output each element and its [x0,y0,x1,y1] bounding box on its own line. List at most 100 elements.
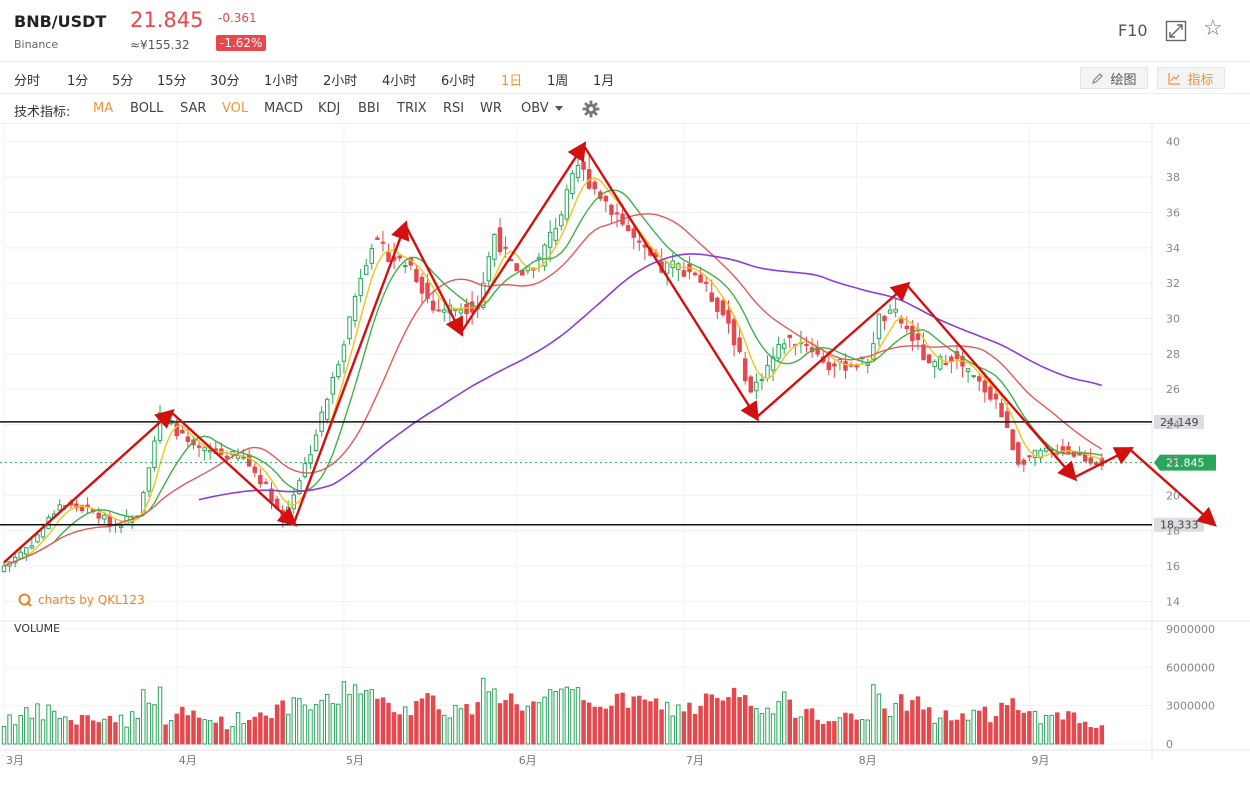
period-item[interactable]: 1分 [67,74,89,89]
candle-body [364,265,369,275]
period-item[interactable]: 1周 [547,74,569,89]
candle-body [575,164,581,178]
candle-body [235,455,241,459]
period-item[interactable]: 2小时 [323,74,358,89]
volume-bar [442,714,447,745]
candle-body [910,325,915,342]
volume-bar [832,721,837,745]
candle-body [988,386,993,400]
period-item[interactable]: 1月 [593,74,615,89]
candle-body [748,376,753,393]
volume-bar [859,719,865,745]
period-item[interactable]: 6小时 [441,74,476,89]
price-tick-label: 24 [1166,419,1180,432]
draw-button[interactable]: 绘图 [1080,67,1148,89]
volume-bar [391,712,397,745]
period-item[interactable]: 30分 [210,74,240,89]
volume-bar [51,710,57,745]
indicator-bbi[interactable]: BBI [358,101,380,116]
volume-bar [893,702,898,745]
volume-bar [157,686,163,745]
indicator-ma[interactable]: MA [93,101,114,116]
period-item[interactable]: 分时 [14,74,41,89]
candle-body [1004,411,1010,428]
volume-bar [469,714,475,745]
candle-body [380,241,386,244]
candle-body [358,277,363,296]
indicator-boll[interactable]: BOLL [130,101,164,116]
volume-bar [692,713,698,745]
exchange: Binance [14,38,59,51]
volume-bar [230,726,235,745]
indicator-sar[interactable]: SAR [180,101,207,116]
volume-bar [68,720,74,745]
period-item-active[interactable]: 1日 [501,74,523,89]
indicator-obv-dropdown[interactable]: OBV [521,101,563,116]
candle-body [915,333,921,341]
candle-body [419,276,425,294]
indicator-macd[interactable]: MACD [264,101,303,116]
volume-bar [369,689,375,745]
candle-body [982,380,988,393]
star-icon[interactable]: ☆ [1203,16,1223,41]
volume-bar [949,720,954,745]
level-tag-bg [1154,517,1204,532]
f10-button[interactable]: F10 [1118,21,1148,40]
candle-body [436,309,441,312]
candle-body [341,344,347,362]
volume-bar [180,706,185,745]
candle-body [832,363,837,367]
ma5-line [3,177,1103,567]
ma10-line [3,189,1102,567]
volume-bar [1055,712,1060,745]
volume-bar [274,704,280,745]
volume-bar [737,697,742,745]
volume-bar [297,698,302,745]
volume-bar [347,693,352,745]
period-item[interactable]: 4小时 [382,74,417,89]
trend-arrow [1128,448,1217,527]
volume-bar [168,720,174,745]
indicator-button[interactable]: 指标 [1157,67,1225,89]
indicator-vol[interactable]: VOL [222,101,249,116]
candle-body [787,334,792,339]
volume-tick-label: 3000000 [1166,700,1215,713]
period-item[interactable]: 15分 [157,74,187,89]
indicator-label: 指标 [1187,72,1214,88]
volume-bar [258,712,263,745]
time-tick-label: 5月 [346,754,364,767]
candle-body [96,512,101,519]
candle-body [85,504,90,507]
volume-bar [96,722,101,745]
price-change-pct: -1.62% [216,35,267,51]
volume-bar [703,693,709,745]
volume-bar [285,714,291,745]
candle-body [29,545,35,549]
expand-icon[interactable] [1165,20,1187,42]
volume-bar [18,714,23,745]
volume-bar [681,711,687,745]
indicator-wr[interactable]: WR [480,101,502,116]
candle-body [776,343,781,359]
period-item[interactable]: 5分 [112,74,134,89]
candle-body [731,319,737,346]
price-chart[interactable]: 24.149 18.333 21.845 14 16 18 20 22 24 26 28 30 32 3… [0,124,1250,791]
gear-icon[interactable] [582,100,600,118]
indicator-kdj[interactable]: KDJ [318,101,341,116]
volume-bar [425,693,430,745]
indicator-rsi[interactable]: RSI [443,101,465,116]
period-item[interactable]: 1小时 [264,74,299,89]
volume-bar [542,696,547,745]
volume-bar [219,716,224,745]
candle-body [637,240,642,243]
volume-bar [486,691,492,745]
candle-body [698,274,703,283]
volume-bar [107,716,113,745]
trend-arrow [755,281,911,419]
volume-bar [12,724,18,745]
candle-body [18,551,23,559]
volume-bar [943,710,949,745]
volume-bar [1016,710,1021,745]
candle-body [977,376,982,382]
indicator-trix[interactable]: TRIX [397,101,427,116]
